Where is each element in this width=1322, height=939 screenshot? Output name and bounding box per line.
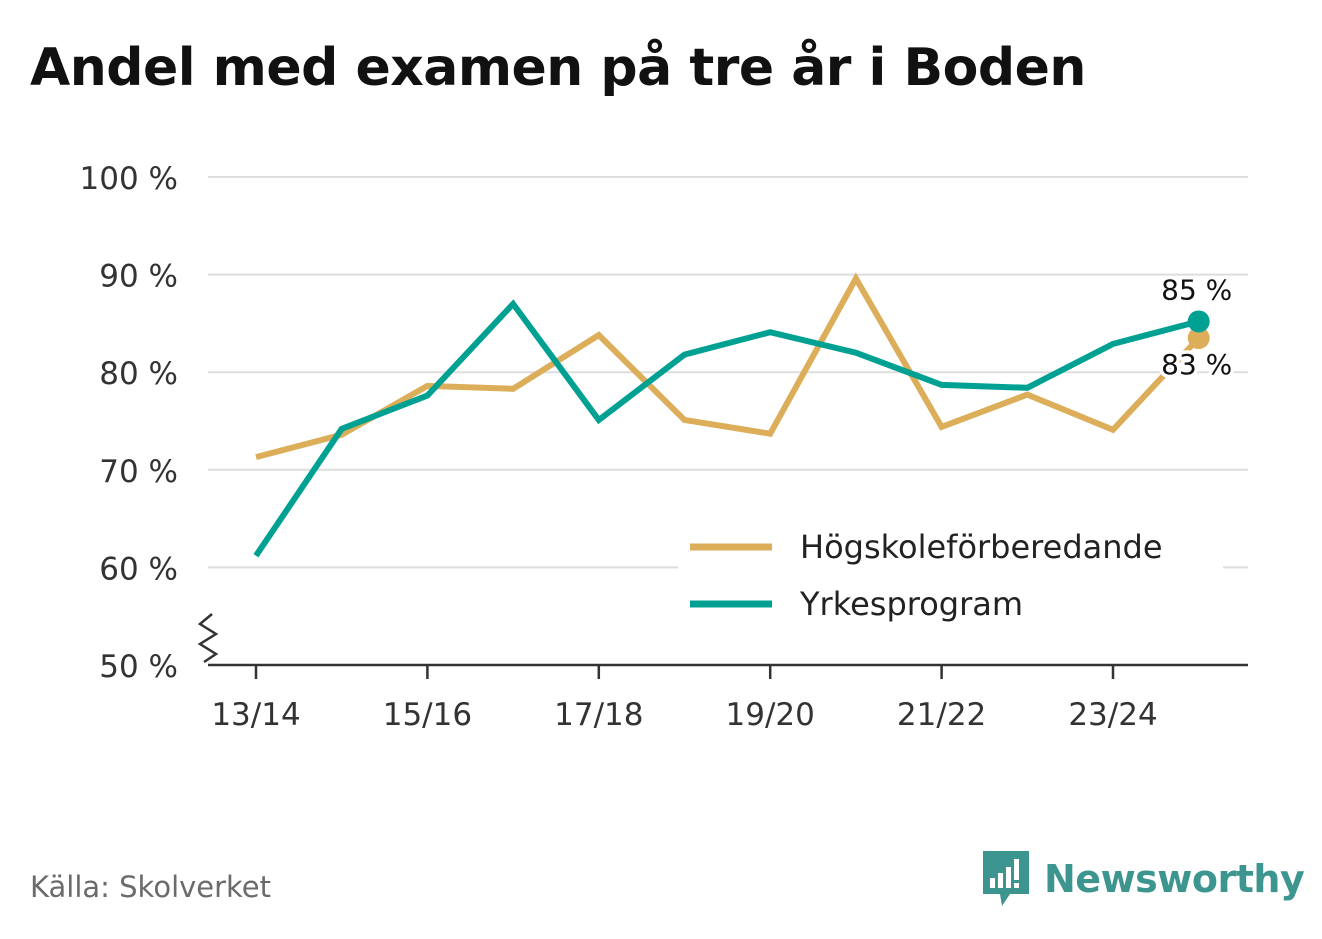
y-tick-label: 60 % [99,551,178,587]
chart-title: Andel med examen på tre år i Boden [30,38,1086,98]
source-note: Källa: Skolverket [30,870,272,904]
legend-label: Högskoleförberedande [800,528,1163,566]
series-lines [253,272,1210,558]
y-tick-label: 100 % [80,161,178,197]
y-axis-break-icon [197,613,219,664]
axes: 13/14 15/16 17/18 19/20 21/22 23/24 [197,613,1248,733]
y-tick-label: 50 % [99,649,178,685]
y-tick-label: 70 % [99,454,178,490]
brand-logo: Newsworthy [980,848,1305,910]
x-tick-label: 21/22 [897,697,986,733]
y-axis-tick-labels: 50 % 60 % 70 % 80 % 90 % 100 % [80,161,178,685]
line-chart: 50 % 60 % 70 % 80 % 90 % 100 % 13/14 15/16 17/1… [80,161,1248,733]
x-tick-label: 19/20 [726,697,815,733]
end-labels: 83 % 85 % [1158,270,1236,385]
series-line-yrkesprogram [253,299,1200,558]
end-point-yrkesprogram [1187,310,1210,333]
y-tick-label: 90 % [99,259,178,295]
x-tick-label: 15/16 [383,697,472,733]
y-tick-label: 80 % [99,356,178,392]
x-tick-label: 13/14 [211,697,300,733]
x-tick-label: 17/18 [554,697,643,733]
x-tick-label: 23/24 [1068,697,1157,733]
legend: Högskoleförberedande Yrkesprogram [678,520,1223,630]
legend-background [678,520,1223,630]
end-point-hogskoleforberedande [1187,327,1210,350]
series-line-hogskoleforberedande [255,272,1201,461]
bar-chart-speech-bubble-icon [983,851,1029,906]
brand-name: Newsworthy [1044,857,1305,901]
end-label-yrkesprogram: 85 % [1161,273,1232,306]
grid-lines [208,176,1248,569]
end-label-hogskoleforberedande: 83 % [1161,348,1232,381]
legend-label: Yrkesprogram [799,585,1023,623]
